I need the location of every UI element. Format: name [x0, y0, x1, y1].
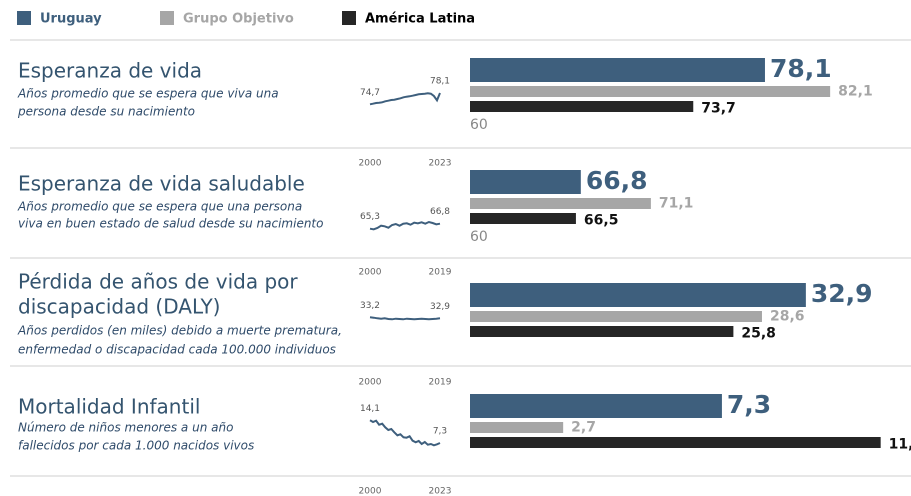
- legend-label: América Latina: [365, 12, 475, 27]
- bar-label: 71,1: [659, 196, 694, 212]
- spark-end-year: 2023: [429, 487, 452, 496]
- spark-end-label: 7,3: [433, 427, 447, 437]
- bar: [470, 58, 765, 82]
- legend-swatch: [17, 11, 31, 25]
- bar-label: 11,9: [889, 437, 911, 453]
- metric-subtitle: persona desde su nacimiento: [17, 105, 195, 119]
- bar: [470, 86, 831, 97]
- bar: [470, 170, 581, 194]
- bar-label: 25,8: [741, 326, 776, 342]
- bar-label: 28,6: [770, 309, 805, 325]
- spark-start-year: 2000: [359, 268, 382, 278]
- spark-end-label: 66,8: [430, 207, 450, 217]
- sparkline: [369, 419, 441, 447]
- spark-start-label: 33,2: [360, 301, 380, 311]
- metric-title: discapacidad (DALY): [18, 295, 220, 319]
- spark-end-year: 2019: [429, 268, 452, 278]
- bar-label: 66,8: [586, 166, 648, 195]
- baseline-label: 60: [470, 117, 488, 133]
- spark-end-year: 2023: [429, 159, 452, 169]
- spark-start-label: 74,7: [360, 88, 380, 98]
- sparkline: [369, 92, 441, 106]
- metric-subtitle: fallecidos por cada 1.000 nacidos vivos: [18, 439, 254, 453]
- metric-title: Esperanza de vida saludable: [18, 172, 305, 196]
- spark-start-year: 2000: [359, 159, 382, 169]
- spark-start-year: 2000: [359, 487, 382, 496]
- spark-start-year: 2000: [359, 378, 382, 388]
- bar: [470, 422, 564, 433]
- legend-swatch: [342, 11, 356, 25]
- bar: [470, 283, 806, 307]
- legend-swatch: [160, 11, 174, 25]
- bar: [470, 198, 651, 209]
- spark-end-label: 32,9: [430, 302, 450, 312]
- metric-subtitle: Número de niños menores a un año: [18, 421, 233, 435]
- metric-subtitle: enfermedad o discapacidad cada 100.000 i…: [18, 343, 336, 357]
- metric-title: Mortalidad Infantil: [18, 395, 200, 419]
- bar-label: 78,1: [770, 54, 832, 83]
- bar-label: 82,1: [838, 84, 873, 100]
- spark-start-label: 14,1: [360, 404, 380, 414]
- bar-label: 7,3: [727, 390, 771, 419]
- bar-label: 32,9: [811, 279, 873, 308]
- legend-label: Grupo Objetivo: [183, 12, 294, 27]
- sparkline: [369, 316, 441, 321]
- metric-subtitle: viva en buen estado de salud desde su na…: [18, 217, 323, 231]
- baseline-label: 60: [470, 229, 488, 245]
- bar: [470, 311, 762, 322]
- metric-title: Pérdida de años de vida por: [18, 270, 298, 294]
- spark-end-label: 78,1: [430, 77, 450, 87]
- bar: [470, 101, 694, 112]
- sparkline: [369, 220, 441, 231]
- bar-label: 66,5: [584, 213, 619, 229]
- bar: [470, 213, 576, 224]
- bar-label: 73,7: [701, 101, 736, 117]
- metric-subtitle: Años promedio que se espera que viva una: [17, 87, 279, 101]
- spark-start-label: 65,3: [360, 212, 380, 222]
- legend-label: Uruguay: [40, 12, 102, 27]
- metric-title: Esperanza de vida: [18, 59, 202, 83]
- bar: [470, 437, 881, 448]
- metric-subtitle: Años promedio que se espera que una pers…: [17, 200, 302, 214]
- spark-end-year: 2019: [429, 378, 452, 388]
- metric-subtitle: Años perdidos (en miles) debido a muerte…: [17, 324, 342, 338]
- bar: [470, 394, 722, 418]
- bar-label: 2,7: [571, 420, 596, 436]
- bar: [470, 326, 734, 337]
